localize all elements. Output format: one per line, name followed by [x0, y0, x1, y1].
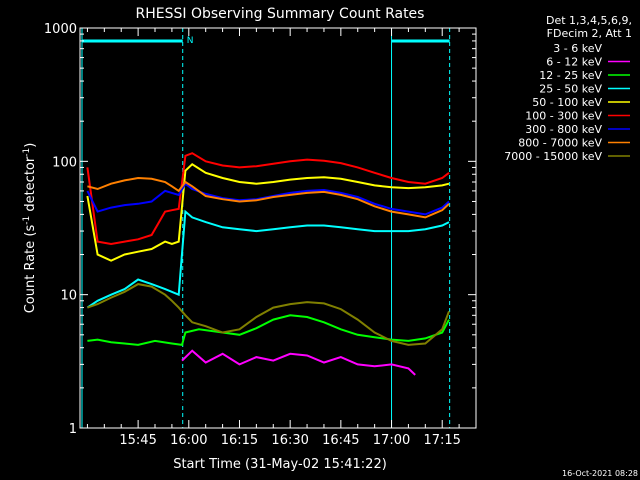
series-line-8	[87, 283, 450, 346]
y-tick-label: 1000	[44, 22, 77, 37]
y-axis-label-part3: )	[23, 143, 38, 148]
series-line-0	[96, 395, 187, 419]
chart-title: RHESSI Observing Summary Count Rates	[136, 6, 425, 22]
y-axis-label: Count Rate (s-1 detector-1)	[22, 143, 38, 314]
footer-timestamp: 16-Oct-2021 08:28	[562, 469, 638, 478]
legend-label: 12 - 25 keV	[539, 69, 602, 82]
legend-label: 6 - 12 keV	[546, 56, 602, 69]
y-axis-label-sup2: -1	[22, 148, 32, 157]
series-line-3	[86, 209, 450, 309]
x-tick-label: 16:15	[221, 433, 258, 448]
legend-label: 25 - 50 keV	[539, 83, 602, 96]
series-line-4	[86, 163, 450, 262]
series-line-2	[87, 314, 450, 347]
y-tick-label: 10	[60, 289, 77, 304]
series-line-1	[181, 349, 416, 376]
x-tick-label: 17:00	[373, 433, 410, 448]
series-line-6	[86, 182, 450, 216]
x-tick-label: 16:30	[271, 433, 308, 448]
legend-header: Det 1,3,4,5,6,9,	[546, 14, 632, 27]
legend-label: 800 - 7000 keV	[518, 137, 602, 150]
y-tick-label: 1	[69, 422, 77, 437]
plot-frame	[79, 27, 477, 429]
x-tick-label: 16:45	[322, 433, 359, 448]
legend: Det 1,3,4,5,6,9,FDecim 2, Att 1 3 - 6 keV…	[504, 14, 632, 163]
legend-header: FDecim 2, Att 1	[547, 27, 632, 40]
x-tick-label: 17:15	[423, 433, 460, 448]
legend-label: 7000 - 15000 keV	[504, 150, 602, 163]
series-line-7	[87, 176, 450, 219]
series-line-5	[86, 152, 450, 246]
x-tick-label: 16:00	[170, 433, 207, 448]
x-tick-label: 15:45	[119, 433, 156, 448]
y-axis-label-part2: detector	[23, 156, 38, 216]
legend-label: 50 - 100 keV	[532, 96, 602, 109]
legend-label: 300 - 800 keV	[525, 123, 602, 136]
y-axis-label-part1: Count Rate (s	[23, 225, 38, 314]
x-axis-label: Start Time (31-May-02 15:41:22)	[173, 457, 387, 472]
plot-area: N 1 10 100 1000 15:45 16:00 16:15 16:30 16:45 17:0…	[44, 22, 477, 448]
legend-label: 3 - 6 keV	[553, 42, 602, 55]
y-tick-label: 100	[52, 155, 77, 170]
y-axis-label-sup1: -1	[22, 216, 32, 225]
attenuator-label: N	[187, 36, 194, 46]
legend-label: 100 - 300 keV	[525, 110, 602, 123]
